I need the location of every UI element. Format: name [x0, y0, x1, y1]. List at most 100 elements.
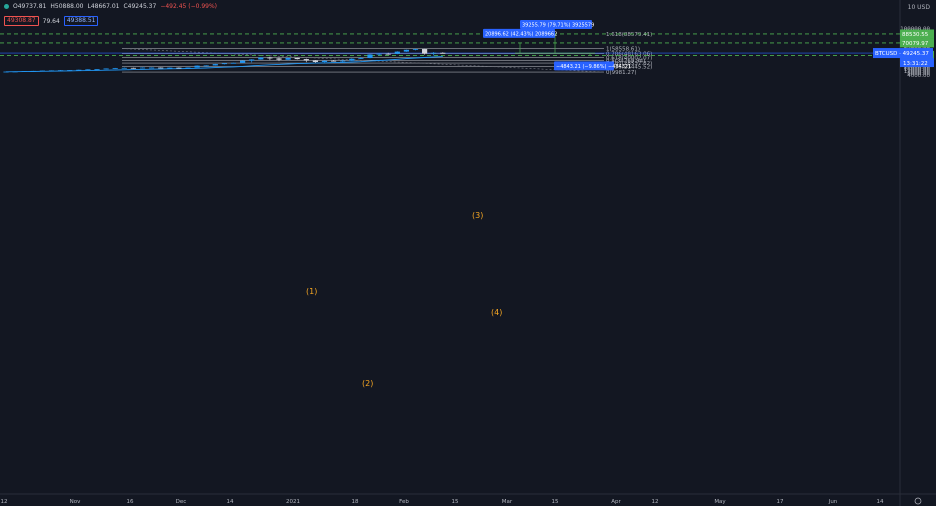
x-tick-label: Apr [611, 499, 621, 505]
candle-body [431, 52, 437, 54]
fib-extension-label: 1.618(88579.41) [606, 32, 652, 38]
ohlc-open: O49737.81 [13, 3, 47, 10]
countdown-label: 13:31:22 [903, 61, 928, 67]
candle-body [3, 71, 9, 73]
candle-body [376, 53, 382, 55]
ohlc-legend: O49737.81 H50888.00 L48667.01 C49245.37 … [4, 3, 217, 10]
candle-body [12, 71, 18, 73]
y-tick-label: 100000.00 [900, 26, 930, 32]
candle-body [367, 54, 373, 59]
sell-price-box[interactable]: 49308.87 [4, 16, 39, 26]
candle-body [167, 67, 173, 69]
bid-ask-row: 49308.87 79.64 49388.51 [4, 16, 99, 26]
candle-body [85, 69, 91, 71]
candle-body [76, 69, 82, 71]
candle-body [340, 60, 346, 62]
ohlc-close: C49245.37 [123, 3, 157, 10]
x-tick-label: Dec [176, 499, 187, 505]
settings-icon [914, 497, 922, 505]
moving-average-line [5, 56, 443, 73]
candle-body [440, 52, 446, 54]
fib-trend-line [121, 48, 605, 73]
target-level-tag [900, 29, 934, 39]
measure-tag [554, 61, 614, 71]
countdown-tag [900, 58, 934, 68]
candle-body [422, 49, 428, 54]
candle-body [249, 59, 255, 61]
candle-body [321, 60, 328, 62]
candle-body [240, 60, 246, 63]
target-level-label: 70079.97 [902, 41, 929, 47]
candle-body [39, 70, 45, 72]
candle-body [130, 67, 136, 69]
y-tick-label: 12000.00 [904, 69, 931, 75]
market-status-icon [4, 4, 9, 9]
x-tick-label: Nov [70, 499, 81, 505]
buy-price-box[interactable]: 49388.51 [63, 16, 99, 26]
candle-body [230, 62, 237, 64]
candle-body [139, 67, 146, 69]
candle-body [58, 70, 64, 72]
fib-level-label: 0(9981.27) [606, 70, 637, 76]
candle-body [276, 58, 282, 60]
x-tick-label: 18 [352, 499, 359, 505]
x-tick-label: 12 [652, 499, 659, 505]
candle-body [267, 57, 273, 59]
candle-body [394, 51, 400, 54]
measure-label: 39255.79 (79.71%) 3925579 [522, 22, 594, 28]
x-tick-label: Jun [828, 499, 838, 505]
candle-body [358, 58, 364, 59]
candle-body [303, 59, 309, 61]
candle-body [294, 57, 300, 60]
currency-label: 10 USD [908, 4, 931, 11]
x-tick-label: 14 [227, 499, 234, 505]
x-tick-label: 12 [1, 499, 8, 505]
candle-body [121, 67, 127, 69]
y-tick-label: 20000.00 [904, 65, 931, 71]
ohlc-high: H50888.00 [50, 3, 84, 10]
current-price-tag [873, 48, 933, 59]
target-level-label: 88530.55 [902, 32, 929, 38]
x-tick-label: 15 [452, 499, 459, 505]
spread-value: 79.64 [42, 17, 60, 25]
current-price-label: BTCUSD · 49245.37 [875, 51, 929, 57]
fib-level-label: 0.236(21445.52) [606, 65, 652, 71]
wave-label: (2) [362, 379, 373, 388]
x-tick-label: Feb [399, 499, 409, 505]
candle-body [203, 65, 209, 67]
measure-tag [483, 28, 555, 38]
candle-body [48, 70, 55, 72]
candle-body [21, 71, 27, 72]
wave-label: (4) [491, 308, 502, 317]
candle-body [349, 58, 355, 61]
y-tick-label: 16000.00 [904, 67, 931, 73]
measure-label: 20896.62 (42.43%) 2089662 [485, 31, 557, 37]
fib-level-label: 0.382(28537.82) [606, 61, 652, 67]
candle-body [403, 49, 409, 52]
x-tick-label: 14 [877, 499, 884, 505]
candle-body [176, 67, 182, 69]
candle-body [221, 63, 227, 65]
candle-body [412, 49, 419, 50]
wave-label: (3) [472, 211, 483, 220]
candle-body [158, 67, 164, 69]
fib-level-label: 0.786(48163.06) [606, 52, 652, 58]
x-tick-label: 17 [777, 499, 784, 505]
ohlc-change: −492.45 (−0.99%) [160, 3, 218, 10]
candle-body [285, 57, 291, 60]
candle-body [258, 57, 264, 60]
candle-body [385, 53, 391, 55]
wave-label: (1) [306, 287, 317, 296]
target-level-tag [900, 38, 934, 48]
candle-body [331, 60, 337, 62]
candle-body [185, 67, 191, 69]
candle-body [194, 65, 200, 68]
candle-body [94, 69, 100, 70]
x-tick-label: Mar [502, 499, 513, 505]
x-tick-label: 16 [127, 499, 134, 505]
candle-body [30, 70, 36, 72]
measure-label: −4843.21 (−9.86%) −484321 [556, 64, 631, 70]
x-tick-label: 15 [552, 499, 559, 505]
